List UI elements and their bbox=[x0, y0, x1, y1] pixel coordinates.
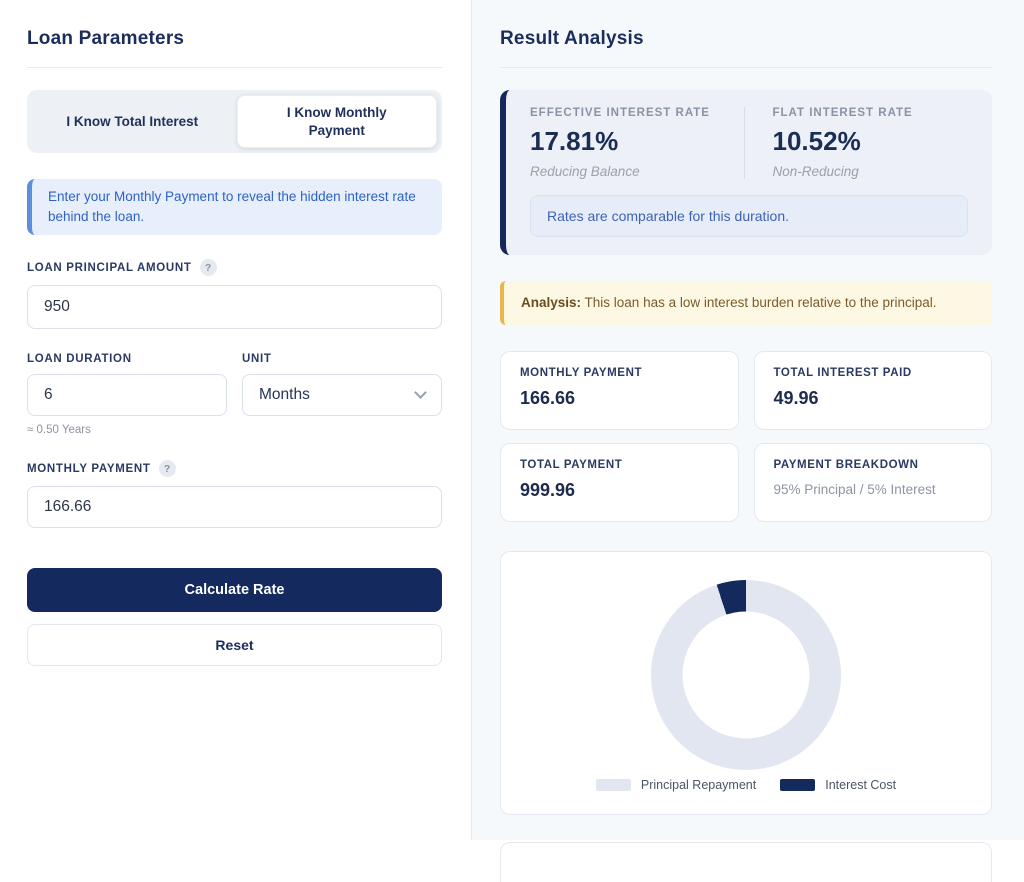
stat-card-monthly-payment: MONTHLY PAYMENT 166.66 bbox=[500, 350, 739, 430]
duration-input[interactable] bbox=[27, 374, 227, 417]
unit-label: UNIT bbox=[242, 353, 272, 366]
info-callout: Enter your Monthly Payment to reveal the… bbox=[27, 179, 442, 236]
divider bbox=[27, 67, 442, 68]
flat-rate-sublabel: Non-Reducing bbox=[772, 164, 859, 179]
analysis-text: This loan has a low interest burden rela… bbox=[581, 295, 937, 310]
duration-label-row: LOAN DURATION bbox=[27, 353, 227, 365]
chart-legend: Principal Repayment Interest Cost bbox=[595, 777, 896, 792]
stat-value: 166.66 bbox=[520, 387, 576, 408]
effective-rate-sublabel: Reducing Balance bbox=[530, 164, 640, 179]
mode-toggle-option-total-interest[interactable]: I Know Total Interest bbox=[32, 95, 233, 148]
duration-label: LOAN DURATION bbox=[27, 353, 132, 366]
mode-toggle-label: I Know Total Interest bbox=[66, 113, 199, 129]
principal-input[interactable] bbox=[27, 285, 442, 330]
chevron-down-icon bbox=[414, 386, 427, 400]
flat-rate-value: 10.52% bbox=[772, 126, 861, 156]
legend-label: Principal Repayment bbox=[640, 777, 757, 792]
stat-card-total-interest: TOTAL INTEREST PAID 49.96 bbox=[753, 350, 992, 430]
stat-label: MONTHLY PAYMENT bbox=[520, 366, 643, 379]
info-callout-text: Enter your Monthly Payment to reveal the… bbox=[48, 189, 416, 224]
unit-select[interactable]: Months bbox=[242, 374, 442, 417]
unit-select-value: Months bbox=[259, 386, 310, 404]
analysis-prefix: Analysis: bbox=[521, 295, 582, 310]
donut-chart[interactable] bbox=[651, 579, 841, 770]
effective-rate-label: EFFECTIVE INTEREST RATE bbox=[530, 107, 710, 119]
principal-label: LOAN PRINCIPAL AMOUNT bbox=[27, 261, 192, 274]
stat-card-total-payment: TOTAL PAYMENT 999.96 bbox=[500, 442, 739, 522]
effective-rate-block: EFFECTIVE INTEREST RATE 17.81% Reducing … bbox=[530, 107, 744, 179]
legend-item-interest[interactable]: Interest Cost bbox=[780, 778, 896, 792]
interest-rate-card: EFFECTIVE INTEREST RATE 17.81% Reducing … bbox=[500, 90, 992, 255]
monthly-payment-label-row: MONTHLY PAYMENT ? bbox=[27, 460, 442, 478]
result-title: Result Analysis bbox=[500, 28, 644, 49]
result-analysis-panel: Result Analysis EFFECTIVE INTEREST RATE … bbox=[472, 0, 1024, 882]
stat-label: PAYMENT BREAKDOWN bbox=[773, 458, 919, 471]
stat-value: 95% Principal / 5% Interest bbox=[773, 481, 936, 497]
principal-label-row: LOAN PRINCIPAL AMOUNT ? bbox=[27, 259, 442, 277]
unit-label-row: UNIT bbox=[242, 353, 442, 365]
divider bbox=[500, 67, 992, 68]
calculate-rate-button[interactable]: Calculate Rate bbox=[27, 568, 442, 613]
effective-rate-value: 17.81% bbox=[530, 126, 619, 156]
help-icon[interactable]: ? bbox=[199, 259, 217, 277]
principal-swatch-icon bbox=[595, 778, 631, 791]
stat-value: 999.96 bbox=[520, 479, 576, 500]
payment-breakdown-chart-card: Principal Repayment Interest Cost bbox=[500, 550, 992, 815]
stat-card-payment-breakdown: PAYMENT BREAKDOWN 95% Principal / 5% Int… bbox=[753, 442, 992, 522]
reset-button[interactable]: Reset bbox=[27, 624, 442, 667]
monthly-payment-label: MONTHLY PAYMENT bbox=[27, 462, 151, 475]
page-title: Loan Parameters bbox=[27, 28, 185, 49]
stat-label: TOTAL PAYMENT bbox=[520, 458, 623, 471]
interest-swatch-icon bbox=[780, 778, 816, 791]
stat-value: 49.96 bbox=[773, 387, 819, 408]
analysis-strip: Analysis: This loan has a low interest b… bbox=[500, 281, 992, 325]
mode-toggle-option-monthly-payment[interactable]: I Know Monthly Payment bbox=[236, 95, 437, 149]
help-icon[interactable]: ? bbox=[158, 460, 176, 478]
stat-label: TOTAL INTEREST PAID bbox=[773, 366, 912, 379]
legend-item-principal[interactable]: Principal Repayment bbox=[595, 777, 757, 792]
rate-comparison-note: Rates are comparable for this duration. bbox=[530, 195, 968, 237]
legend-label: Interest Cost bbox=[825, 777, 897, 792]
mode-toggle-label: I Know Monthly Payment bbox=[286, 105, 387, 138]
mode-toggle: I Know Total Interest I Know Monthly Pay… bbox=[27, 90, 442, 154]
donut-chart-hole bbox=[682, 611, 810, 739]
duration-hint: ≈ 0.50 Years bbox=[27, 424, 91, 437]
stat-grid: MONTHLY PAYMENT 166.66 TOTAL INTEREST PA… bbox=[500, 350, 992, 522]
flat-rate-label: FLAT INTEREST RATE bbox=[772, 107, 913, 119]
flat-rate-block: FLAT INTEREST RATE 10.52% Non-Reducing bbox=[743, 107, 969, 179]
loan-parameters-panel: Loan Parameters I Know Total Interest I … bbox=[0, 0, 472, 840]
monthly-payment-input[interactable] bbox=[27, 486, 442, 529]
next-section-card-partial bbox=[500, 841, 992, 882]
